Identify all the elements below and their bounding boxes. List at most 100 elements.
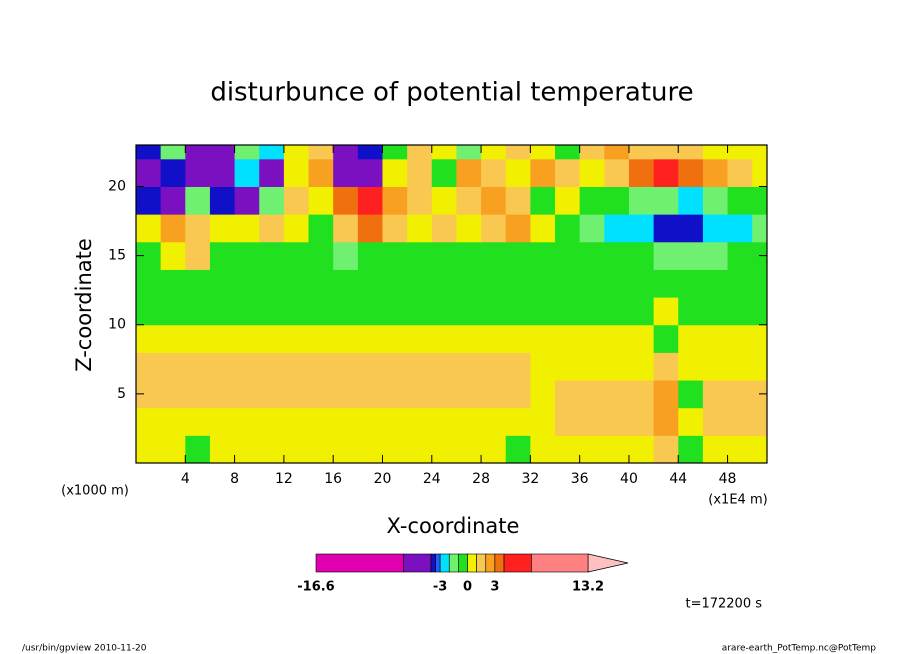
x-tick-label: 40: [620, 471, 638, 487]
contour-cell: [333, 380, 359, 409]
contour-cell: [727, 352, 753, 381]
contour-cell: [727, 158, 753, 187]
colorbar-segment: [403, 553, 432, 573]
contour-cell: [234, 297, 260, 326]
contour-cell: [234, 241, 260, 270]
contour-cell: [185, 407, 211, 436]
contour-cell: [333, 324, 359, 353]
footer-left: /usr/bin/gpview 2010-11-20: [22, 644, 147, 654]
contour-cell: [382, 269, 408, 298]
contour-cell: [333, 158, 359, 187]
contour-cell: [283, 214, 310, 243]
contour-cell: [555, 214, 581, 243]
contour-cell: [702, 352, 729, 381]
contour-cell: [209, 214, 236, 243]
contour-cell: [702, 214, 729, 243]
contour-cell: [333, 145, 359, 160]
contour-cell: [283, 241, 310, 270]
contour-cell: [530, 145, 556, 160]
contour-cell: [727, 324, 753, 353]
contour-cell: [505, 297, 531, 326]
contour-cell: [308, 158, 334, 187]
contour-cell: [308, 186, 334, 215]
contour-cell: [579, 158, 605, 187]
contour-cell: [555, 352, 581, 381]
contour-cell: [234, 214, 260, 243]
contour-cell: [407, 158, 433, 187]
contour-cell: [678, 297, 704, 326]
contour-cell: [456, 269, 482, 298]
contour-cell: [752, 158, 767, 187]
contour-cell: [653, 352, 679, 381]
x-unit-label: (x1E4 m): [708, 493, 767, 508]
contour-cell: [185, 297, 211, 326]
contour-cell: [505, 241, 531, 270]
x-tick-label: 32: [521, 471, 539, 487]
colorbar-tick-label: -16.6: [297, 580, 334, 595]
contour-cell: [209, 380, 236, 409]
contour-cell: [678, 241, 704, 270]
contour-cell: [604, 145, 630, 160]
contour-cell: [382, 324, 408, 353]
contour-cell: [653, 380, 679, 409]
contour-cell: [407, 380, 433, 409]
contour-cell: [407, 269, 433, 298]
contour-cell: [308, 214, 334, 243]
x-axis-label: X-coordinate: [387, 514, 520, 538]
contour-cell: [259, 435, 285, 463]
contour-cell: [604, 269, 630, 298]
contour-cell: [407, 186, 433, 215]
contour-cell: [283, 324, 310, 353]
contour-cell: [160, 297, 186, 326]
contour-cell: [628, 145, 655, 160]
contour-cell: [382, 241, 408, 270]
contour-cell: [357, 158, 383, 187]
contour-cell: [678, 158, 704, 187]
contour-cell: [382, 352, 408, 381]
contour-cell: [333, 297, 359, 326]
contour-cell: [136, 145, 162, 160]
colorbar-segment: [503, 553, 532, 573]
contour-cell: [308, 407, 334, 436]
contour-cell: [530, 380, 556, 409]
contour-cell: [209, 297, 236, 326]
contour-cell: [456, 380, 482, 409]
contour-cell: [259, 380, 285, 409]
contour-cell: [382, 297, 408, 326]
contour-cell: [579, 435, 605, 463]
colorbar-segment: [448, 553, 459, 573]
contour-cell: [357, 186, 383, 215]
contour-cell: [604, 435, 630, 463]
contour-cell: [555, 435, 581, 463]
contour-cell: [653, 269, 679, 298]
contour-cell: [185, 380, 211, 409]
contour-cell: [407, 297, 433, 326]
contour-cell: [185, 324, 211, 353]
contour-cell: [628, 324, 655, 353]
contour-cell: [678, 269, 704, 298]
contour-cell: [530, 214, 556, 243]
contour-cell: [209, 324, 236, 353]
colorbar-tick-label: 13.2: [572, 580, 604, 595]
colorbar-tick-label: 3: [490, 580, 499, 595]
y-tick-label: 10: [108, 317, 126, 333]
contour-cell: [456, 145, 482, 160]
y-tick-label: 15: [108, 248, 126, 264]
contour-cell: [283, 297, 310, 326]
contour-cell: [357, 407, 383, 436]
contour-cell: [382, 214, 408, 243]
contour-cell: [407, 145, 433, 160]
contour-cell: [628, 241, 655, 270]
contour-cell: [505, 352, 531, 381]
contour-cell: [727, 407, 753, 436]
contour-cell: [382, 158, 408, 187]
contour-cell: [308, 435, 334, 463]
contour-cell: [407, 352, 433, 381]
contour-cell: [333, 186, 359, 215]
contour-cell: [604, 241, 630, 270]
contour-cell: [702, 435, 729, 463]
contour-cell: [259, 407, 285, 436]
contour-cell: [555, 324, 581, 353]
contour-cell: [234, 145, 260, 160]
